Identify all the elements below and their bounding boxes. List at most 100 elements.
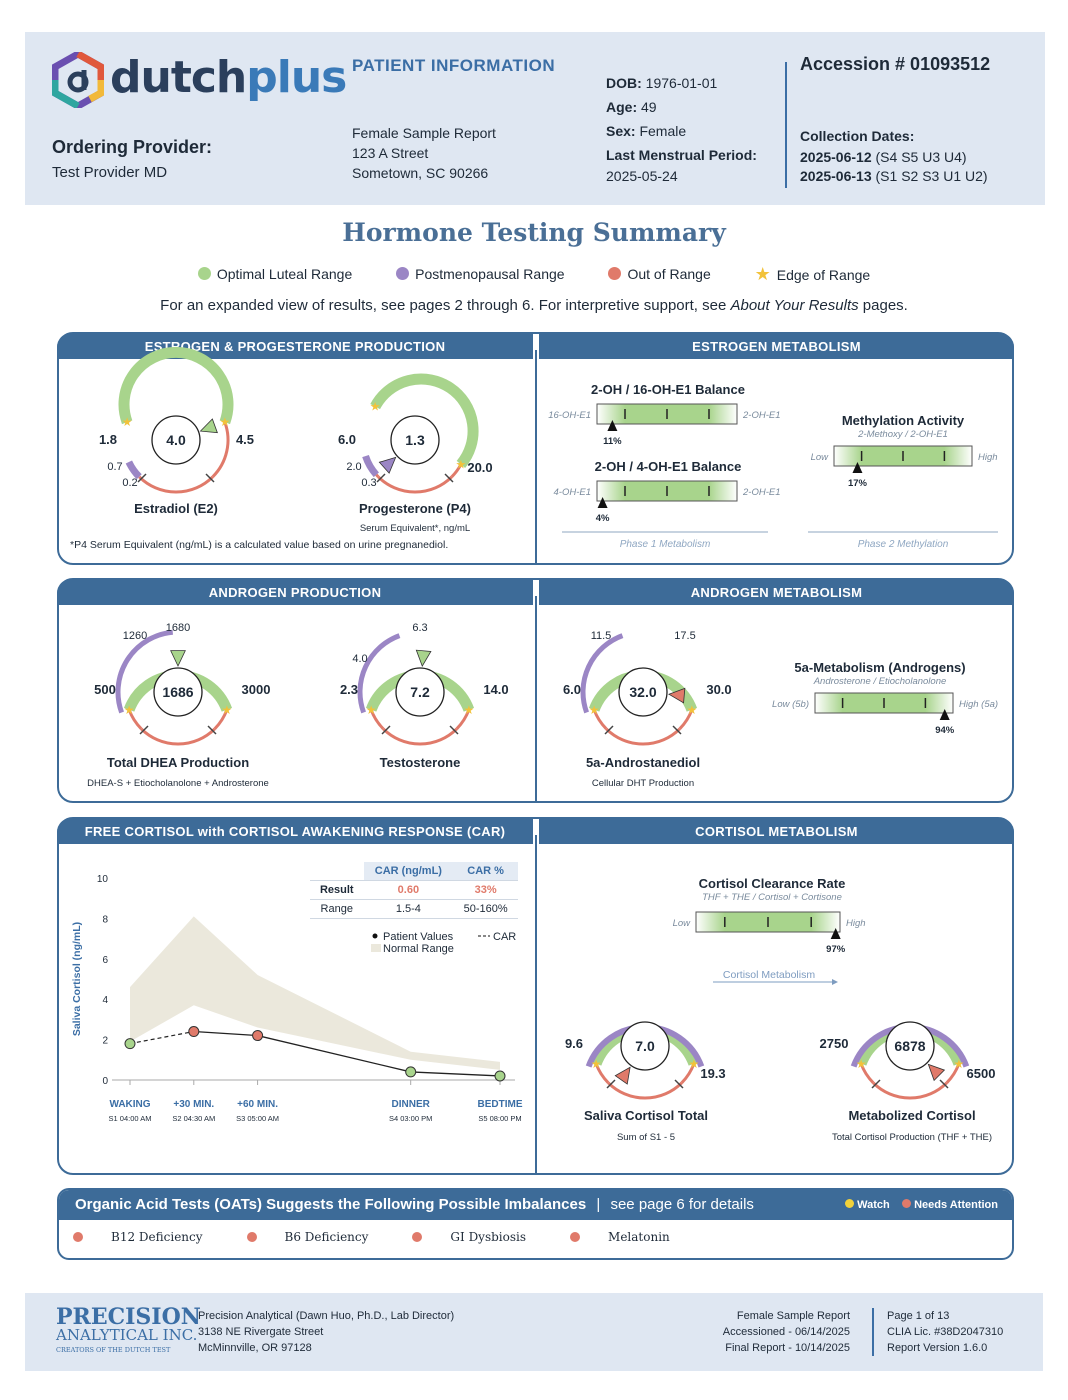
y-tick-3: 6: [102, 955, 108, 966]
testo-pointer: [415, 649, 432, 668]
p4-footnote: *P4 Serum Equivalent (ng/mL) is a calcul…: [70, 539, 449, 551]
oat-panel: Organic Acid Tests (OATs) Suggests the F…: [57, 1188, 1014, 1260]
ccr-pct: 97%: [826, 944, 846, 955]
phase2-label: Phase 2 Methylation: [858, 539, 949, 550]
meth-marker: [852, 462, 863, 473]
dhea-pm-high-label: 1680: [166, 622, 190, 634]
patient-point-4: [494, 1070, 506, 1082]
cort-pointer: [614, 1066, 631, 1085]
e2-edge-star-icon-1: ★: [219, 415, 230, 429]
edge-star-icon: ★: [754, 264, 771, 284]
y-axis-label: Saliva Cortisol (ng/mL): [71, 922, 83, 1036]
p4-out-arc-left: [375, 473, 380, 478]
cortisol-chart: 0 2 4 6 8 10 Saliva Cortisol (ng/mL) WAKING S1 0…: [71, 874, 523, 1123]
metcort-out-arc-low: [872, 1081, 948, 1100]
oh4-marker: [597, 497, 608, 508]
patient-point-2: [252, 1030, 264, 1042]
cort-met-arrow-head: [832, 979, 838, 985]
collection2-samples: (S1 S2 S3 U1 U2): [875, 168, 988, 184]
ccr-title: Cortisol Clearance Rate: [698, 876, 846, 891]
andro-out-arc-high: [678, 709, 694, 730]
p4-pointer: [378, 456, 397, 474]
lab-line3: McMinnville, OR 97128: [198, 1342, 312, 1354]
metcort-out-arc-high: [945, 1063, 961, 1084]
sex-value: Female: [639, 123, 687, 139]
lab-line1: Precision Analytical (Dawn Huo, Ph.D., L…: [198, 1310, 455, 1322]
legend-point-icon: [372, 933, 378, 939]
testo-end-tick-1: [449, 725, 459, 735]
testo-out-arc-low: [382, 727, 458, 746]
patient-info-title: PATIENT INFORMATION: [352, 56, 556, 75]
legend-edge: Edge of Range: [776, 266, 871, 283]
needs-attention-dot-icon: [570, 1232, 581, 1242]
e2-end-tick-0: [137, 473, 147, 483]
dhea-out-arc-low: [140, 727, 216, 746]
ccr-sub: THF + THE / Cortisol + Cortisone: [702, 892, 842, 903]
e2-pm-high-label: 0.7: [107, 461, 122, 473]
fivea-marker: [939, 709, 950, 720]
car-h2: CAR %: [453, 862, 518, 881]
testo-value-circle: [395, 667, 445, 717]
andro-out-arc-low: [605, 727, 681, 746]
patient-values-line: [193, 1030, 501, 1077]
oh4-title: 2-OH / 4-OH-E1 Balance: [594, 459, 742, 474]
x-category-4: BEDTIME: [478, 1099, 523, 1110]
oat-watch: Watch: [857, 1199, 890, 1211]
oat-header: Organic Acid Tests (OATs) Suggests the F…: [59, 1190, 1012, 1220]
andro-low-label: 6.0: [563, 682, 581, 697]
oat-item-label: B6 Deficiency: [284, 1230, 369, 1244]
x-sublabel-4: S5 08:00 PM: [478, 1114, 521, 1123]
logo-line2: ANALYTICAL INC.: [56, 1326, 198, 1344]
y-tick-0: 0: [102, 1076, 108, 1087]
e2-out-arc-high: [211, 421, 230, 478]
metcort-name: Metabolized Cortisol: [848, 1108, 976, 1123]
needs-attention-dot-icon: [73, 1232, 83, 1242]
e2-value-circle: [151, 415, 201, 465]
oh16-left-label: 16-OH-E1: [548, 410, 591, 421]
dhea-edge-star-icon-0: ★: [124, 703, 135, 717]
car-r2-v2: 50-160%: [453, 899, 518, 919]
x-category-2: +60 MIN.: [237, 1099, 278, 1110]
sex-label: Sex:: [606, 123, 636, 139]
dhea-out-arc-left: [127, 709, 143, 730]
e2-gauge: ★ ★ 4.0 1.8 4.5 0.70.2: [99, 346, 254, 494]
dhea-name: Total DHEA Production: [106, 755, 250, 770]
oh4-right-label: 2-OH-E1: [742, 487, 780, 498]
cort-value-circle: [620, 1021, 670, 1071]
cortisol-metabolism-link: Cortisol Metabolism: [723, 969, 815, 981]
dob-label: DOB:: [606, 75, 642, 91]
ordering-provider-label: Ordering Provider:: [52, 137, 213, 157]
fc-panel-title: FREE CORTISOL with CORTISOL AWAKENING RE…: [57, 818, 533, 844]
metcort-edge-star-icon-1: ★: [953, 1057, 964, 1071]
oat-see: see page 6 for details: [610, 1196, 754, 1213]
p4-end-tick-1: [444, 473, 454, 483]
oh16-pct: 11%: [603, 436, 622, 447]
andro-value: 32.0: [629, 684, 656, 700]
e2-name: Estradiol (E2): [134, 501, 218, 516]
andro-edge-star-icon-1: ★: [686, 703, 697, 717]
cort-gauge: ★ ★ 7.0 9.6 19.3: [565, 1021, 726, 1100]
dhea-gauge: ★ ★ 1686 500 3000 1680 1260: [94, 622, 270, 746]
dhea-low-label: 500: [94, 682, 116, 697]
testo-pm-high-label: 6.3: [412, 622, 427, 634]
p4-low-label: 6.0: [338, 432, 356, 447]
dhea-edge-star-icon-1: ★: [221, 703, 232, 717]
metcort-low-label: 2750: [820, 1036, 849, 1051]
meth-sub: 2-Methoxy / 2-OH-E1: [858, 429, 948, 440]
andro-out-arc-left: [592, 709, 608, 730]
andro-end-tick-0: [604, 725, 614, 735]
patient-point-0: [124, 1038, 136, 1050]
p4-end-tick-0: [376, 473, 386, 483]
ep-panel-title: ESTROGEN & PROGESTERONE PRODUCTION: [57, 333, 533, 359]
dhea-pointer: [170, 650, 186, 667]
e2-low-label: 1.8: [99, 432, 117, 447]
testo-low-label: 2.3: [340, 682, 358, 697]
andro-pm-low-label: 11.5: [591, 630, 612, 642]
age-value: 49: [641, 99, 657, 115]
oat-item-1: B6 Deficiency: [246, 1230, 391, 1244]
andro-sub: Cellular DHT Production: [591, 778, 695, 789]
p4-out-arc-low: [377, 475, 453, 494]
divider-3: [535, 835, 537, 1173]
testo-postmeno-arc: [357, 633, 401, 714]
car-r1-v1: 0.60: [363, 880, 454, 900]
